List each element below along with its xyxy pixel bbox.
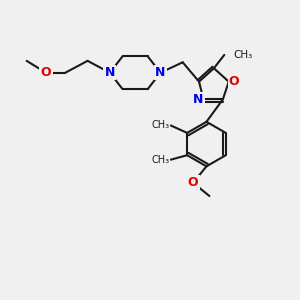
Text: CH₃: CH₃: [233, 50, 253, 60]
Text: CH₃: CH₃: [151, 155, 169, 165]
Text: CH₃: CH₃: [151, 121, 169, 130]
Text: O: O: [188, 176, 198, 189]
Text: O: O: [41, 66, 51, 79]
Text: N: N: [105, 66, 115, 79]
Text: O: O: [229, 75, 239, 88]
Text: N: N: [155, 66, 166, 79]
Text: N: N: [193, 93, 203, 106]
